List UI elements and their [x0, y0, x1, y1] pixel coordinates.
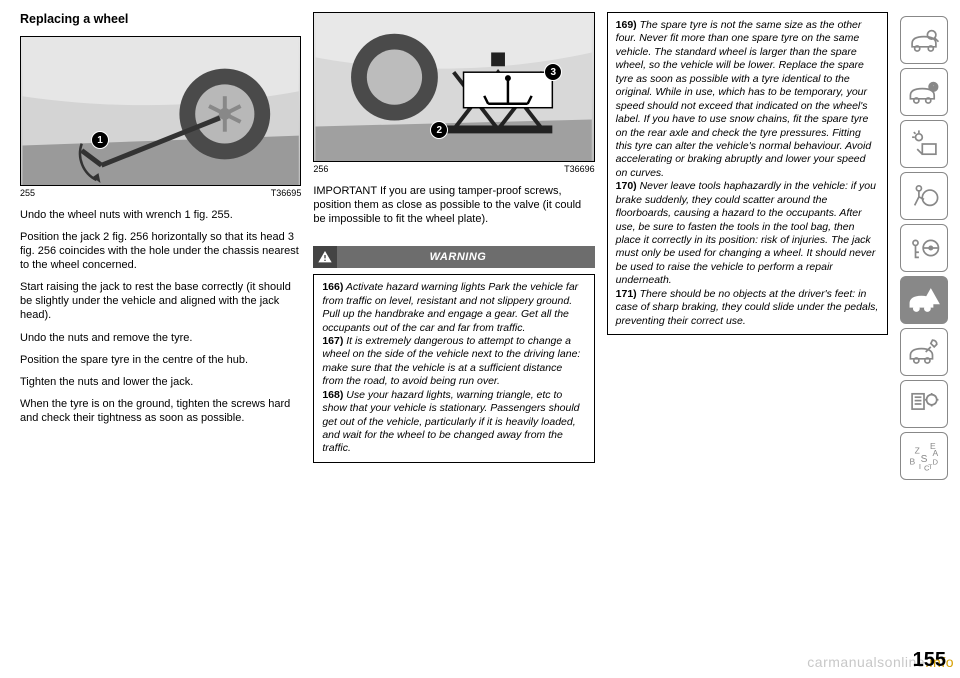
nav-icon-car-warning[interactable] — [900, 276, 948, 324]
warn-text: Activate hazard warning lights Park the … — [322, 281, 578, 333]
column-middle: 2 3 256 T36696 IMPORTANT If you are usin… — [313, 12, 594, 640]
nav-icon-airbag[interactable] — [900, 172, 948, 220]
warn-text: Never leave tools haphazardly in the veh… — [616, 180, 876, 286]
warning-triangle-icon — [313, 246, 337, 268]
column-left: Replacing a wheel 1 — [20, 12, 301, 640]
svg-text:D: D — [932, 458, 938, 467]
warn-num: 171) — [616, 288, 637, 300]
page-container: Replacing a wheel 1 — [0, 0, 960, 640]
para: Undo the nuts and remove the tyre. — [20, 331, 301, 345]
warn-num: 168) — [322, 389, 343, 401]
warn-num: 167) — [322, 335, 343, 347]
fig-code: T36695 — [271, 188, 302, 198]
para: IMPORTANT If you are using tamper-proof … — [313, 184, 594, 226]
para: Position the jack 2 fig. 256 horizontall… — [20, 230, 301, 272]
figure-255: 1 — [20, 36, 301, 186]
section-heading: Replacing a wheel — [20, 12, 301, 26]
warn-num: 169) — [616, 19, 637, 31]
nav-icon-car-service[interactable] — [900, 328, 948, 376]
figure-256-caption: 256 T36696 — [313, 164, 594, 174]
warn-num: 166) — [322, 281, 343, 293]
nav-icon-index[interactable]: Z B I C T D A E S — [900, 432, 948, 480]
page-number: 155 — [913, 649, 946, 672]
warn-text: It is extremely dangerous to attempt to … — [322, 335, 580, 387]
nav-icon-lights[interactable] — [900, 120, 948, 168]
fig-code: T36696 — [564, 164, 595, 174]
warning-box-a: 166) Activate hazard warning lights Park… — [313, 274, 594, 463]
fig-num: 256 — [313, 164, 328, 174]
para: Position the spare tyre in the centre of… — [20, 353, 301, 367]
warn-text: There should be no objects at the driver… — [616, 288, 879, 327]
watermark-text: carmanualsonline — [807, 654, 925, 670]
svg-text:E: E — [930, 441, 936, 451]
warning-label: WARNING — [345, 251, 594, 263]
left-body-text: Undo the wheel nuts with wrench 1 fig. 2… — [20, 208, 301, 433]
nav-icon-car-inspect[interactable] — [900, 16, 948, 64]
icon-rail: i Z B I C T D A E — [900, 12, 952, 640]
warn-text: Use your hazard lights, warning triangle… — [322, 389, 579, 455]
para: Start raising the jack to rest the base … — [20, 280, 301, 322]
fig-num: 255 — [20, 188, 35, 198]
figure-255-caption: 255 T36695 — [20, 188, 301, 198]
figure-256: 2 3 — [313, 12, 594, 162]
mid-body-text: IMPORTANT If you are using tamper-proof … — [313, 184, 594, 234]
svg-text:i: i — [932, 83, 934, 92]
para: Tighten the nuts and lower the jack. — [20, 375, 301, 389]
nav-icon-specs[interactable] — [900, 380, 948, 428]
para: When the tyre is on the ground, tighten … — [20, 397, 301, 425]
nav-icon-car-info[interactable]: i — [900, 68, 948, 116]
warning-bar: WARNING — [313, 246, 594, 268]
svg-text:B: B — [910, 457, 916, 467]
warn-num: 170) — [616, 180, 637, 192]
callout-1: 1 — [91, 131, 109, 149]
para: Undo the wheel nuts with wrench 1 fig. 2… — [20, 208, 301, 222]
column-right: 169) The spare tyre is not the same size… — [607, 12, 888, 640]
svg-text:Z: Z — [915, 445, 920, 455]
svg-text:S: S — [921, 454, 928, 465]
warn-text: The spare tyre is not the same size as t… — [616, 19, 872, 179]
nav-icon-key-wheel[interactable] — [900, 224, 948, 272]
warning-box-b: 169) The spare tyre is not the same size… — [607, 12, 888, 335]
